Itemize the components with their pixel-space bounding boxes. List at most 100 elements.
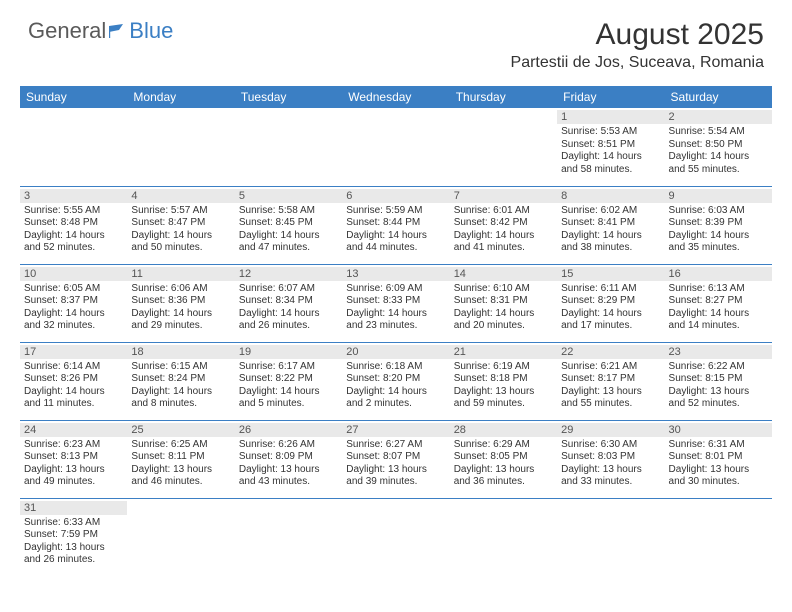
day-info: Sunrise: 6:25 AMSunset: 8:11 PMDaylight:… bbox=[131, 439, 230, 489]
calendar-cell: 2Sunrise: 5:54 AMSunset: 8:50 PMDaylight… bbox=[665, 108, 772, 186]
calendar-cell bbox=[20, 108, 127, 186]
day-info: Sunrise: 6:30 AMSunset: 8:03 PMDaylight:… bbox=[561, 439, 660, 489]
calendar-cell: 11Sunrise: 6:06 AMSunset: 8:36 PMDayligh… bbox=[127, 264, 234, 342]
weekday-header-row: Sunday Monday Tuesday Wednesday Thursday… bbox=[20, 86, 772, 108]
calendar-row: 3 Sunrise: 5:55 AMSunset: 8:48 PMDaylight… bbox=[20, 186, 772, 264]
day-info: Sunrise: 5:58 AMSunset: 8:45 PMDaylight:… bbox=[239, 205, 338, 255]
day-number: 6 bbox=[342, 189, 449, 203]
calendar-cell: 16Sunrise: 6:13 AMSunset: 8:27 PMDayligh… bbox=[665, 264, 772, 342]
calendar-cell: 31 Sunrise: 6:33 AMSunset: 7:59 PMDayligh… bbox=[20, 498, 127, 576]
day-number: 30 bbox=[665, 423, 772, 437]
calendar-row: 24 Sunrise: 6:23 AMSunset: 8:13 PMDayligh… bbox=[20, 420, 772, 498]
day-number: 28 bbox=[450, 423, 557, 437]
calendar-cell: 18 Sunrise: 6:15 AMSunset: 8:24 PMDayligh… bbox=[127, 342, 234, 420]
day-number: 11 bbox=[127, 267, 234, 281]
day-number: 3 bbox=[20, 189, 127, 203]
calendar-cell: 26 Sunrise: 6:26 AMSunset: 8:09 PMDayligh… bbox=[235, 420, 342, 498]
day-number: 22 bbox=[557, 345, 664, 359]
day-info: Sunrise: 6:13 AMSunset: 8:27 PMDaylight:… bbox=[669, 283, 768, 333]
col-sunday: Sunday bbox=[20, 86, 127, 108]
calendar-table: Sunday Monday Tuesday Wednesday Thursday… bbox=[20, 86, 772, 576]
day-info: Sunrise: 5:57 AMSunset: 8:47 PMDaylight:… bbox=[131, 205, 230, 255]
col-thursday: Thursday bbox=[450, 86, 557, 108]
day-number: 21 bbox=[450, 345, 557, 359]
calendar-cell: 9Sunrise: 6:03 AMSunset: 8:39 PMDaylight… bbox=[665, 186, 772, 264]
calendar-cell bbox=[235, 108, 342, 186]
calendar-cell: 29 Sunrise: 6:30 AMSunset: 8:03 PMDayligh… bbox=[557, 420, 664, 498]
day-number: 20 bbox=[342, 345, 449, 359]
calendar-cell: 8Sunrise: 6:02 AMSunset: 8:41 PMDaylight… bbox=[557, 186, 664, 264]
day-info: Sunrise: 6:03 AMSunset: 8:39 PMDaylight:… bbox=[669, 205, 768, 255]
day-info: Sunrise: 6:05 AMSunset: 8:37 PMDaylight:… bbox=[24, 283, 123, 333]
calendar-row: 10 Sunrise: 6:05 AMSunset: 8:37 PMDayligh… bbox=[20, 264, 772, 342]
calendar-cell: 14 Sunrise: 6:10 AMSunset: 8:31 PMDayligh… bbox=[450, 264, 557, 342]
day-info: Sunrise: 6:19 AMSunset: 8:18 PMDaylight:… bbox=[454, 361, 553, 411]
calendar-cell: 10 Sunrise: 6:05 AMSunset: 8:37 PMDayligh… bbox=[20, 264, 127, 342]
day-number: 2 bbox=[665, 110, 772, 124]
day-info: Sunrise: 6:01 AMSunset: 8:42 PMDaylight:… bbox=[454, 205, 553, 255]
day-info: Sunrise: 6:22 AMSunset: 8:15 PMDaylight:… bbox=[669, 361, 768, 411]
day-number: 5 bbox=[235, 189, 342, 203]
header: General Blue August 2025 Partestii de Jo… bbox=[0, 0, 792, 80]
calendar-cell bbox=[342, 108, 449, 186]
logo: General Blue bbox=[28, 18, 173, 46]
day-number: 19 bbox=[235, 345, 342, 359]
day-info: Sunrise: 6:09 AMSunset: 8:33 PMDaylight:… bbox=[346, 283, 445, 333]
calendar-cell: 28 Sunrise: 6:29 AMSunset: 8:05 PMDayligh… bbox=[450, 420, 557, 498]
calendar-row: 17Sunrise: 6:14 AMSunset: 8:26 PMDayligh… bbox=[20, 342, 772, 420]
logo-text-blue: Blue bbox=[129, 18, 173, 44]
month-title: August 2025 bbox=[511, 18, 764, 52]
day-number: 12 bbox=[235, 267, 342, 281]
calendar-cell: 12 Sunrise: 6:07 AMSunset: 8:34 PMDayligh… bbox=[235, 264, 342, 342]
day-number: 10 bbox=[20, 267, 127, 281]
day-number: 23 bbox=[665, 345, 772, 359]
calendar-cell: 17Sunrise: 6:14 AMSunset: 8:26 PMDayligh… bbox=[20, 342, 127, 420]
day-info: Sunrise: 6:07 AMSunset: 8:34 PMDaylight:… bbox=[239, 283, 338, 333]
col-monday: Monday bbox=[127, 86, 234, 108]
calendar-cell: 27 Sunrise: 6:27 AMSunset: 8:07 PMDayligh… bbox=[342, 420, 449, 498]
calendar-cell: 30 Sunrise: 6:31 AMSunset: 8:01 PMDayligh… bbox=[665, 420, 772, 498]
day-info: Sunrise: 6:18 AMSunset: 8:20 PMDaylight:… bbox=[346, 361, 445, 411]
calendar-cell: 13Sunrise: 6:09 AMSunset: 8:33 PMDayligh… bbox=[342, 264, 449, 342]
day-info: Sunrise: 6:23 AMSunset: 8:13 PMDaylight:… bbox=[24, 439, 123, 489]
col-tuesday: Tuesday bbox=[235, 86, 342, 108]
calendar-cell: 3 Sunrise: 5:55 AMSunset: 8:48 PMDaylight… bbox=[20, 186, 127, 264]
day-number: 26 bbox=[235, 423, 342, 437]
calendar-cell: 5 Sunrise: 5:58 AMSunset: 8:45 PMDaylight… bbox=[235, 186, 342, 264]
calendar-cell: 23 Sunrise: 6:22 AMSunset: 8:15 PMDayligh… bbox=[665, 342, 772, 420]
logo-text-gray: General bbox=[28, 18, 106, 44]
col-wednesday: Wednesday bbox=[342, 86, 449, 108]
calendar-cell: 22Sunrise: 6:21 AMSunset: 8:17 PMDayligh… bbox=[557, 342, 664, 420]
day-info: Sunrise: 6:31 AMSunset: 8:01 PMDaylight:… bbox=[669, 439, 768, 489]
day-info: Sunrise: 6:29 AMSunset: 8:05 PMDaylight:… bbox=[454, 439, 553, 489]
col-friday: Friday bbox=[557, 86, 664, 108]
location: Partestii de Jos, Suceava, Romania bbox=[511, 54, 764, 72]
calendar-cell: 25Sunrise: 6:25 AMSunset: 8:11 PMDayligh… bbox=[127, 420, 234, 498]
day-info: Sunrise: 6:26 AMSunset: 8:09 PMDaylight:… bbox=[239, 439, 338, 489]
day-info: Sunrise: 6:10 AMSunset: 8:31 PMDaylight:… bbox=[454, 283, 553, 333]
day-info: Sunrise: 6:15 AMSunset: 8:24 PMDaylight:… bbox=[131, 361, 230, 411]
calendar-cell: 15 Sunrise: 6:11 AMSunset: 8:29 PMDayligh… bbox=[557, 264, 664, 342]
day-number: 8 bbox=[557, 189, 664, 203]
flag-icon bbox=[109, 18, 129, 44]
day-number: 14 bbox=[450, 267, 557, 281]
calendar-cell: 20 Sunrise: 6:18 AMSunset: 8:20 PMDayligh… bbox=[342, 342, 449, 420]
calendar-cell bbox=[450, 108, 557, 186]
day-info: Sunrise: 6:27 AMSunset: 8:07 PMDaylight:… bbox=[346, 439, 445, 489]
day-number: 18 bbox=[127, 345, 234, 359]
day-info: Sunrise: 6:14 AMSunset: 8:26 PMDaylight:… bbox=[24, 361, 123, 411]
day-number: 31 bbox=[20, 501, 127, 515]
col-saturday: Saturday bbox=[665, 86, 772, 108]
day-info: Sunrise: 6:33 AMSunset: 7:59 PMDaylight:… bbox=[24, 517, 123, 567]
day-info: Sunrise: 5:55 AMSunset: 8:48 PMDaylight:… bbox=[24, 205, 123, 255]
day-number: 24 bbox=[20, 423, 127, 437]
day-number: 4 bbox=[127, 189, 234, 203]
day-number: 15 bbox=[557, 267, 664, 281]
day-number: 27 bbox=[342, 423, 449, 437]
day-number: 7 bbox=[450, 189, 557, 203]
day-number: 1 bbox=[557, 110, 664, 124]
day-info: Sunrise: 6:11 AMSunset: 8:29 PMDaylight:… bbox=[561, 283, 660, 333]
day-number: 29 bbox=[557, 423, 664, 437]
calendar-cell bbox=[127, 108, 234, 186]
day-info: Sunrise: 5:53 AMSunset: 8:51 PMDaylight:… bbox=[561, 126, 660, 176]
